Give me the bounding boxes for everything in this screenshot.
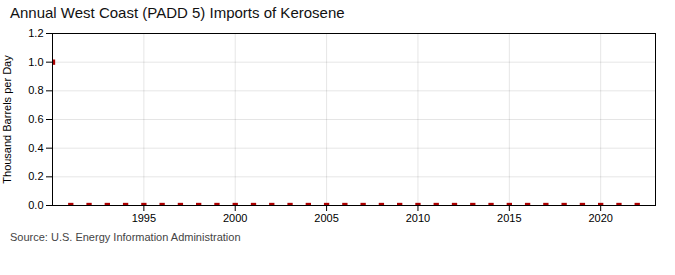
svg-text:0.6: 0.6 xyxy=(28,113,43,125)
svg-text:2005: 2005 xyxy=(314,212,338,224)
svg-text:Thousand Barrels per Day: Thousand Barrels per Day xyxy=(1,55,13,184)
svg-text:0.2: 0.2 xyxy=(28,170,43,182)
svg-text:1.0: 1.0 xyxy=(28,56,43,68)
svg-text:0.4: 0.4 xyxy=(28,142,43,154)
svg-text:1.2: 1.2 xyxy=(28,27,43,39)
svg-text:2000: 2000 xyxy=(223,212,247,224)
svg-text:0.8: 0.8 xyxy=(28,84,43,96)
svg-text:2010: 2010 xyxy=(406,212,430,224)
html-text:Source: U.S. Energy Informatio: Source: U.S. Energy Information Administ… xyxy=(10,231,241,243)
svg-text:2020: 2020 xyxy=(588,212,612,224)
svg-text:1995: 1995 xyxy=(132,212,156,224)
html-text:Annual West Coast (PADD 5) Imp: Annual West Coast (PADD 5) Imports of Ke… xyxy=(10,4,345,21)
svg-text:2015: 2015 xyxy=(497,212,521,224)
svg-text:0.0: 0.0 xyxy=(28,199,43,211)
